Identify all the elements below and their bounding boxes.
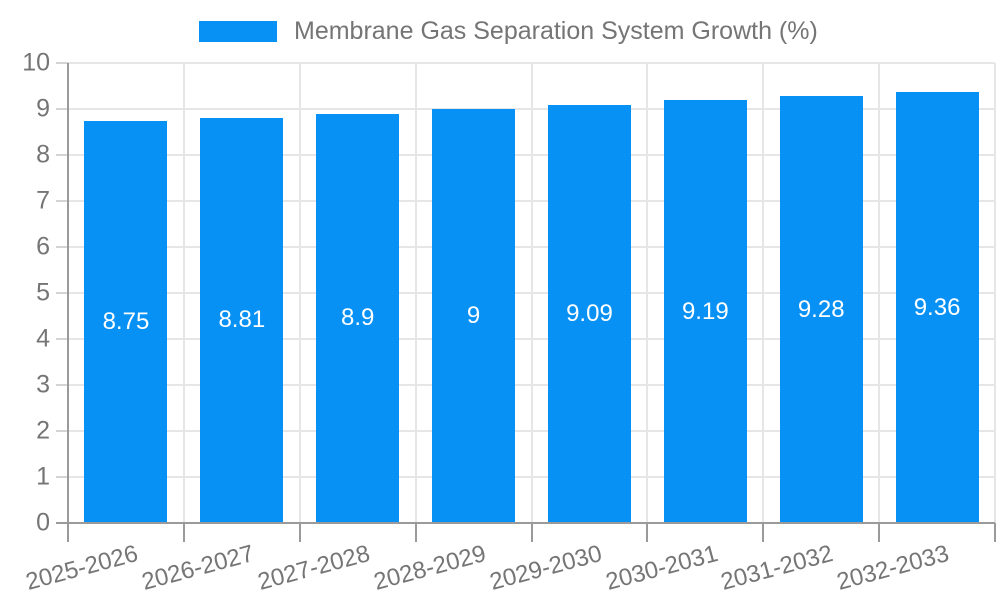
- y-tick-label: 0: [36, 508, 50, 537]
- bar: [663, 100, 747, 523]
- x-axis-tick: [994, 523, 996, 542]
- v-gridline: [878, 63, 881, 523]
- y-axis-tick: [56, 476, 68, 478]
- bar-value-label: 9: [466, 302, 481, 329]
- x-tick-label: 2026-2027: [138, 540, 257, 596]
- bar-value-label: 8.81: [218, 306, 266, 334]
- v-gridline: [762, 63, 765, 523]
- legend-label: Membrane Gas Separation System Growth (%…: [294, 17, 818, 45]
- x-axis-tick: [762, 523, 765, 542]
- v-gridline: [182, 63, 185, 523]
- v-gridline: [530, 63, 533, 523]
- x-tick-label: 2025-2026: [23, 540, 141, 596]
- chart-legend: Membrane Gas Separation System Growth (%…: [199, 17, 818, 46]
- x-tick-label: 2027-2028: [254, 540, 373, 596]
- x-axis-tick: [646, 523, 649, 542]
- y-axis-tick: [56, 154, 68, 156]
- bar: [84, 120, 168, 523]
- bar-value-label: 9.28: [797, 295, 845, 323]
- bar-value-label: 9.09: [566, 299, 613, 327]
- bar-value-label: 9.36: [913, 293, 961, 321]
- y-tick-label: 10: [22, 48, 50, 77]
- y-tick-label: 2: [36, 416, 50, 445]
- y-axis-tick: [56, 246, 68, 248]
- x-tick-label: 2030-2031: [602, 540, 721, 596]
- bar: [432, 109, 516, 523]
- bar: [316, 113, 400, 523]
- bar: [200, 117, 284, 523]
- v-gridline: [994, 63, 996, 523]
- legend-swatch: [199, 21, 277, 42]
- bar: [895, 92, 979, 523]
- bar: [779, 96, 863, 523]
- x-tick-label: 2031-2032: [718, 540, 837, 596]
- y-axis-tick: [56, 338, 68, 340]
- x-axis-tick: [414, 523, 417, 542]
- x-tick-label: 2029-2030: [486, 540, 605, 596]
- y-axis-tick: [56, 62, 68, 64]
- y-axis-tick: [56, 108, 68, 110]
- x-axis-line: [56, 522, 995, 524]
- y-tick-label: 9: [36, 94, 50, 123]
- v-gridline: [298, 63, 301, 523]
- y-tick-label: 3: [36, 370, 50, 399]
- v-gridline: [646, 63, 649, 523]
- x-axis-tick: [182, 523, 185, 542]
- y-axis-tick: [56, 384, 68, 386]
- y-tick-label: 5: [36, 278, 50, 307]
- y-axis-tick: [56, 430, 68, 432]
- x-axis-tick: [298, 523, 301, 542]
- bar-value-label: 8.75: [102, 307, 150, 335]
- bar-value-label: 9.19: [681, 297, 729, 325]
- y-axis-tick: [56, 200, 68, 202]
- x-tick-label: 2032-2033: [834, 540, 953, 596]
- y-tick-label: 7: [36, 186, 50, 215]
- bar: [547, 104, 631, 523]
- y-tick-label: 6: [36, 232, 50, 261]
- y-axis-line: [67, 63, 69, 542]
- y-axis-tick: [56, 292, 68, 294]
- v-gridline: [414, 63, 417, 523]
- y-tick-label: 1: [36, 462, 50, 491]
- x-axis-tick: [530, 523, 533, 542]
- x-tick-label: 2028-2029: [370, 540, 489, 596]
- x-axis-tick: [878, 523, 881, 542]
- bar-value-label: 8.9: [341, 304, 375, 332]
- y-tick-label: 8: [36, 140, 50, 169]
- y-tick-label: 4: [36, 324, 50, 353]
